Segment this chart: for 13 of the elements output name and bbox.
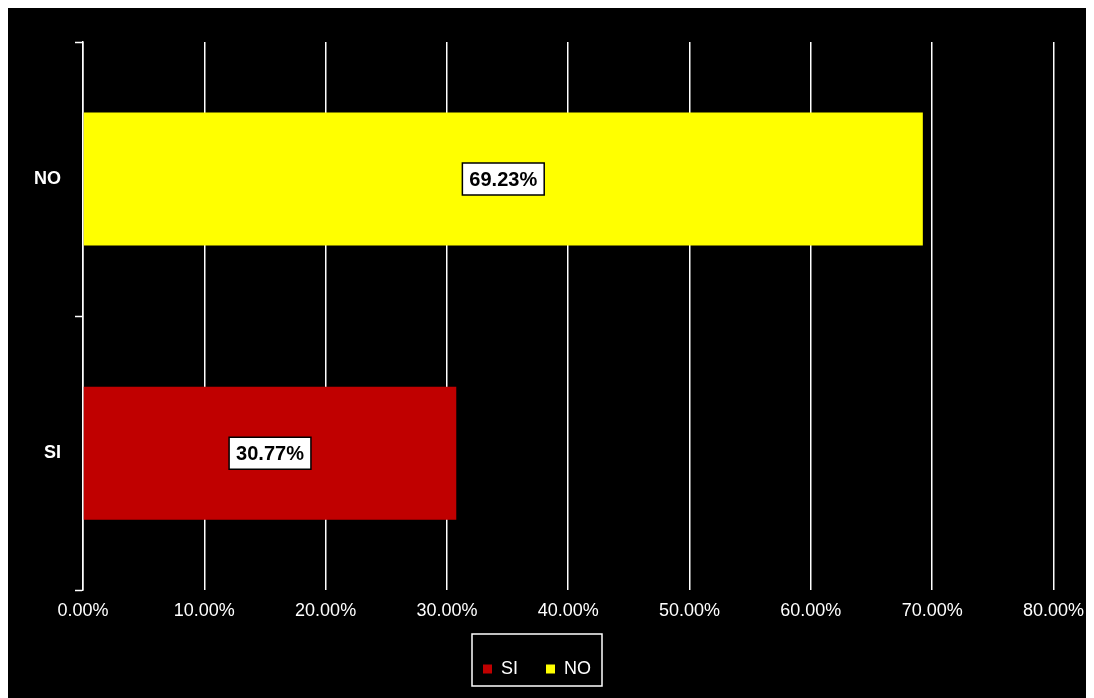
- legend-label: SI: [501, 657, 519, 678]
- data-label: 30.77%: [236, 441, 305, 464]
- x-tick-label: 0.00%: [57, 600, 109, 621]
- x-tick-label: 30.00%: [416, 600, 478, 621]
- x-tick-label: 10.00%: [173, 600, 235, 621]
- x-tick-label: 60.00%: [780, 600, 842, 621]
- legend-label: NO: [564, 657, 591, 678]
- x-tick-label: 40.00%: [537, 600, 599, 621]
- x-tick-label: 80.00%: [1022, 600, 1085, 621]
- data-label: 69.23%: [469, 167, 538, 190]
- x-tick-label: 70.00%: [901, 600, 963, 621]
- x-tick-label: 20.00%: [295, 600, 357, 621]
- x-tick-label: 50.00%: [659, 600, 721, 621]
